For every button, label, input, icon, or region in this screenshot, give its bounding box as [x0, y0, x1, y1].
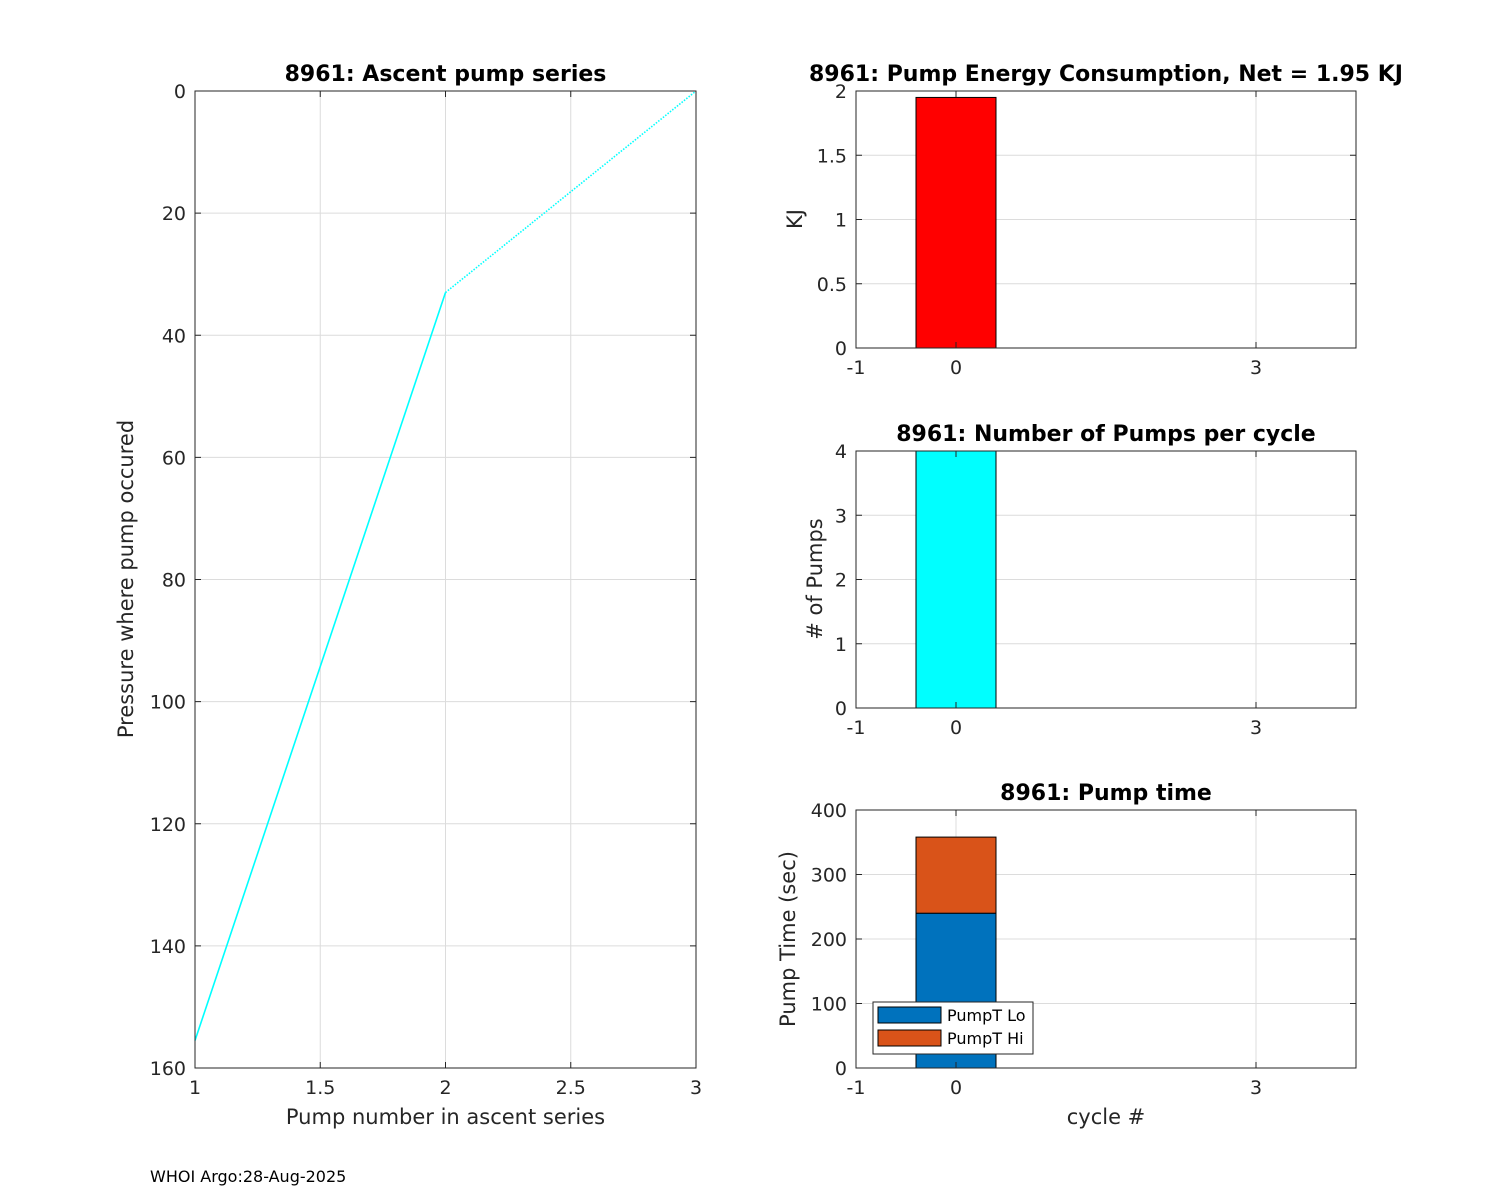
- x-tick-label: -1: [847, 1077, 866, 1099]
- x-axis-label: cycle #: [1067, 1105, 1146, 1129]
- x-tick-label: 2.5: [556, 1077, 586, 1099]
- legend-swatch: [877, 1029, 942, 1047]
- y-axis-label: KJ: [783, 209, 807, 229]
- y-tick-label: 1: [835, 634, 847, 656]
- series-line-2: [444, 90, 697, 294]
- y-tick-label: 0: [835, 698, 847, 720]
- chart-title: 8961: Pump time: [1000, 781, 1212, 806]
- y-axis-label: Pump Time (sec): [776, 851, 800, 1027]
- footer-text: WHOI Argo:28-Aug-2025: [150, 1167, 346, 1186]
- bar-pumptime-pumpt-hi: [915, 836, 997, 914]
- y-tick-label: 80: [162, 570, 186, 592]
- y-tick-label: 4: [835, 441, 847, 463]
- x-tick-label: -1: [847, 717, 866, 739]
- legend-swatch: [877, 1006, 942, 1024]
- y-tick-label: 160: [150, 1058, 186, 1080]
- y-tick-label: 0: [174, 81, 186, 103]
- chart-title: 8961: Number of Pumps per cycle: [896, 422, 1315, 447]
- x-tick-label: 3: [1250, 357, 1262, 379]
- x-axis-label: Pump number in ascent series: [286, 1105, 605, 1129]
- y-tick-label: 1: [835, 210, 847, 232]
- y-tick-label: 40: [162, 325, 186, 347]
- y-tick-label: 2: [835, 81, 847, 103]
- y-axis-label: Pressure where pump occured: [114, 420, 138, 738]
- x-tick-label: 1: [189, 1077, 201, 1099]
- legend: PumpT Lo PumpT Hi: [872, 1001, 1034, 1055]
- x-tick-label: 0: [950, 717, 962, 739]
- x-tick-label: 2: [439, 1077, 451, 1099]
- y-tick-label: 0.5: [817, 274, 847, 296]
- y-tick-label: 100: [811, 994, 847, 1016]
- y-tick-label: 2: [835, 570, 847, 592]
- y-tick-label: 60: [162, 447, 186, 469]
- legend-entry: PumpT Hi: [947, 1029, 1024, 1048]
- bar-pumps-series1: [915, 450, 997, 709]
- chart-title: 8961: Pump Energy Consumption, Net = 1.9…: [809, 62, 1403, 87]
- y-tick-label: 100: [150, 692, 186, 714]
- x-tick-label: 3: [1250, 717, 1262, 739]
- y-tick-label: 1.5: [817, 145, 847, 167]
- bar-energy-series1: [915, 96, 997, 349]
- x-tick-label: 0: [950, 357, 962, 379]
- y-tick-label: 140: [150, 936, 186, 958]
- x-tick-label: 3: [1250, 1077, 1262, 1099]
- y-tick-label: 200: [811, 929, 847, 951]
- series-line-1: [194, 292, 447, 1041]
- x-tick-label: -1: [847, 357, 866, 379]
- y-tick-label: 120: [150, 814, 186, 836]
- y-axis-label: # of Pumps: [803, 518, 827, 640]
- y-tick-label: 0: [835, 1058, 847, 1080]
- y-tick-label: 300: [811, 865, 847, 887]
- chart-panel-ascent: 1 1.5 2 2.5 3 0 20 40 60 80 100 120 140 160 8961: Asce…: [114, 62, 702, 1129]
- x-tick-label: 0: [950, 1077, 962, 1099]
- y-tick-label: 20: [162, 203, 186, 225]
- x-tick-label: 1.5: [305, 1077, 335, 1099]
- legend-entry: PumpT Lo: [947, 1006, 1026, 1025]
- x-tick-label: 3: [690, 1077, 702, 1099]
- chart-title: 8961: Ascent pump series: [285, 62, 607, 87]
- y-tick-label: 3: [835, 505, 847, 527]
- y-tick-label: 400: [811, 800, 847, 822]
- y-tick-label: 0: [835, 338, 847, 360]
